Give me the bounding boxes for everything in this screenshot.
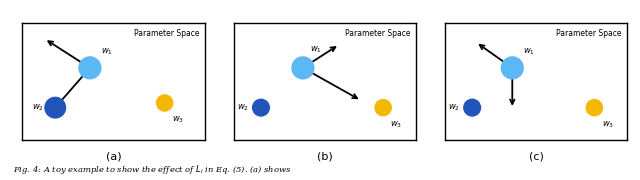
Text: $w_1$: $w_1$ <box>310 44 322 55</box>
Text: $w_3$: $w_3$ <box>602 119 614 130</box>
Point <box>589 106 600 109</box>
Text: $w_3$: $w_3$ <box>390 119 403 130</box>
Point <box>84 66 95 69</box>
Text: Fig. 4: A toy example to show the effect of $\mathit{L}_i$ in Eq. (5). (a) shows: Fig. 4: A toy example to show the effect… <box>13 163 291 176</box>
Text: $w_2$: $w_2$ <box>237 102 249 113</box>
Text: $w_2$: $w_2$ <box>449 102 460 113</box>
Point <box>298 66 308 69</box>
Point <box>507 66 517 69</box>
Text: $w_2$: $w_2$ <box>31 102 44 113</box>
Text: Parameter Space: Parameter Space <box>134 29 199 38</box>
Point <box>50 106 60 109</box>
Text: Parameter Space: Parameter Space <box>345 29 410 38</box>
Text: Parameter Space: Parameter Space <box>556 29 621 38</box>
Text: (b): (b) <box>317 152 333 162</box>
Text: $w_1$: $w_1$ <box>524 47 535 57</box>
Point <box>378 106 388 109</box>
Text: (a): (a) <box>106 152 122 162</box>
Text: $w_3$: $w_3$ <box>172 115 184 125</box>
Text: (c): (c) <box>529 152 543 162</box>
Point <box>467 106 477 109</box>
Point <box>256 106 266 109</box>
Text: $w_1$: $w_1$ <box>101 47 113 57</box>
Point <box>159 102 170 104</box>
